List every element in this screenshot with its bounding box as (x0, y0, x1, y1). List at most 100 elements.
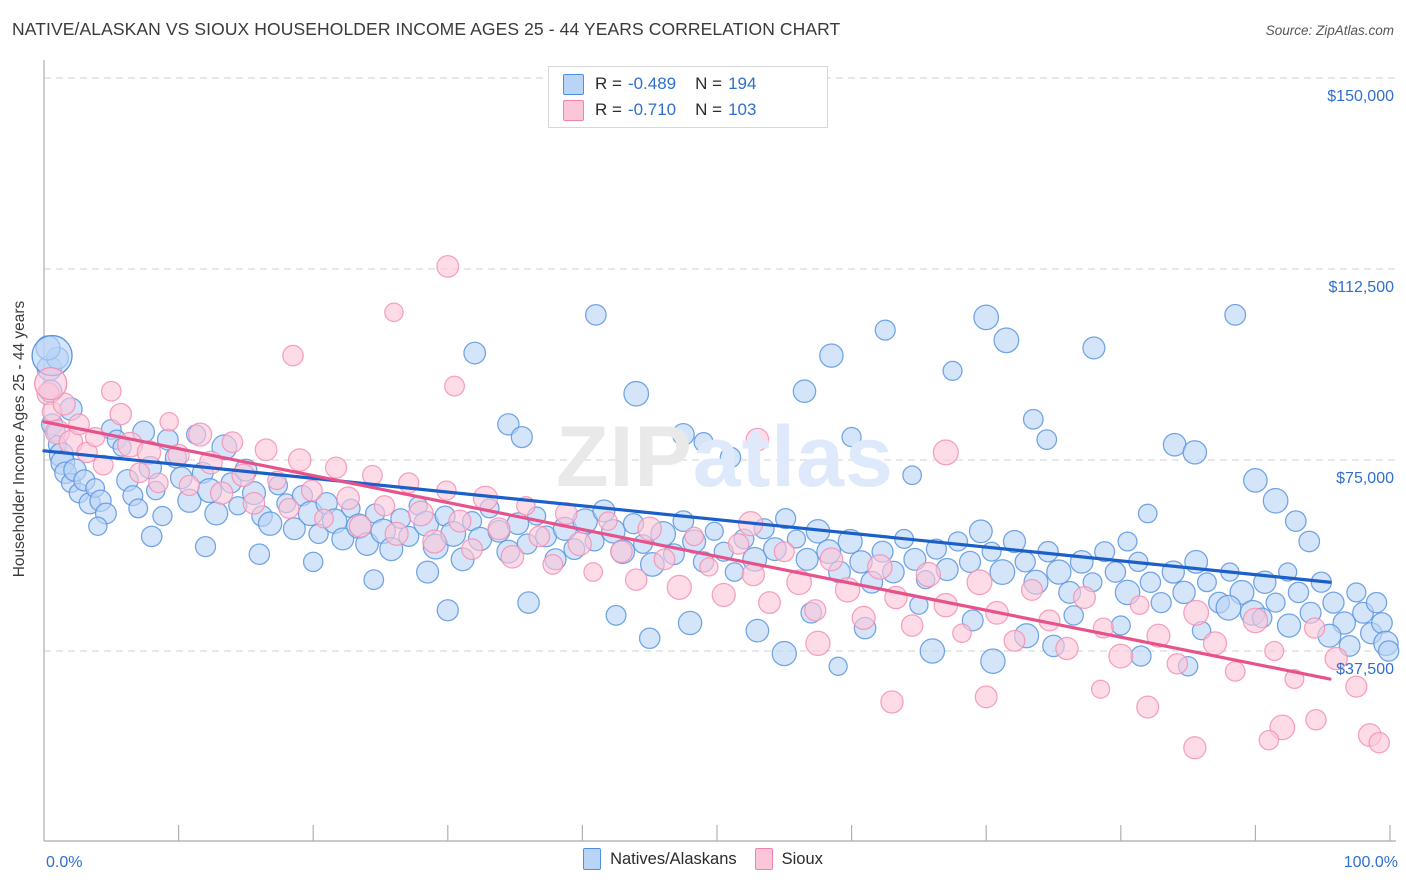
y-tick-label-150000: $150,000 (1327, 88, 1394, 105)
data-point (287, 448, 312, 472)
data-point (100, 380, 122, 402)
data-point (128, 498, 149, 519)
data-point (623, 380, 650, 407)
data-point (1276, 613, 1302, 638)
data-point (1303, 617, 1326, 639)
legend-n-value-1: 194 (728, 74, 757, 93)
legend-row-natives: R = -0.489 N = 194 (563, 71, 756, 97)
data-point (416, 560, 440, 584)
data-point (221, 431, 244, 454)
data-point (1166, 652, 1189, 675)
data-point (786, 529, 807, 549)
data-point (336, 486, 360, 510)
data-point (348, 514, 372, 538)
data-point (1108, 643, 1134, 669)
data-point (1183, 599, 1210, 626)
legend-r-static-2: R = (595, 100, 622, 119)
legend-r-static-1: R = (595, 74, 622, 93)
y-tick-label-75000: $75,000 (1336, 470, 1394, 487)
data-point (1002, 529, 1027, 554)
data-point (966, 569, 993, 596)
data-point (1003, 629, 1026, 652)
data-point (819, 343, 844, 368)
data-point (257, 511, 283, 536)
data-point (775, 507, 797, 530)
data-point (204, 501, 229, 526)
data-point (805, 630, 831, 657)
data-point (666, 574, 692, 600)
y-tick-label-112500: $112,500 (1328, 279, 1394, 296)
data-point (487, 517, 511, 541)
data-point (448, 509, 472, 533)
data-point (140, 525, 163, 548)
data-point (1262, 487, 1289, 514)
series-legend-item-natives[interactable]: Natives/Alaskans (583, 848, 737, 870)
data-point (384, 302, 404, 323)
data-point (900, 614, 924, 637)
series-legend: Natives/Alaskans Sioux (0, 848, 1406, 870)
x-tick-label-min: 0.0% (46, 854, 83, 871)
data-point (88, 516, 108, 536)
data-point (422, 529, 447, 554)
data-point (461, 538, 483, 561)
x-tick-label-max: 100.0% (1343, 854, 1398, 871)
data-point (795, 547, 819, 571)
legend-n-value-2: 103 (728, 100, 757, 119)
data-point (758, 591, 781, 615)
data-point (254, 438, 278, 462)
data-point (248, 543, 271, 566)
series-legend-label-natives: Natives/Alaskans (610, 849, 737, 868)
data-point (638, 627, 661, 650)
data-point (867, 554, 893, 580)
data-point (711, 582, 736, 608)
data-point (598, 511, 618, 531)
data-point (947, 531, 969, 552)
data-point (1224, 660, 1246, 682)
data-point (129, 462, 151, 484)
data-point (194, 535, 217, 558)
data-point (324, 456, 348, 479)
data-point (932, 439, 959, 466)
correlation-legend: R = -0.489 N = 194 R = -0.710 N = 103 (548, 66, 828, 128)
data-point (528, 525, 551, 548)
data-point (724, 562, 745, 582)
series-legend-label-sioux: Sioux (781, 849, 823, 868)
page-title: NATIVE/ALASKAN VS SIOUX HOUSEHOLDER INCO… (12, 19, 841, 39)
data-point (373, 495, 396, 517)
data-point (1322, 591, 1345, 614)
series-legend-item-sioux[interactable]: Sioux (754, 848, 823, 870)
data-point (792, 379, 817, 404)
data-point (1063, 605, 1084, 626)
data-point (719, 446, 742, 469)
data-point-large (34, 366, 68, 401)
data-point (1094, 541, 1116, 563)
data-point (1265, 592, 1286, 613)
data-point (1146, 623, 1171, 648)
data-point (677, 610, 703, 636)
legend-n-static-2: N = (695, 100, 723, 119)
data-point (693, 432, 714, 453)
data-point (1117, 531, 1138, 552)
data-point (500, 544, 525, 569)
legend-n-static-1: N = (695, 74, 723, 93)
data-point (1162, 432, 1187, 457)
data-point (242, 491, 266, 515)
data-point (1072, 585, 1097, 610)
data-point (1243, 468, 1268, 493)
data-point (363, 569, 385, 591)
data-point (188, 422, 213, 447)
data-point (1036, 429, 1058, 451)
data-point (1182, 440, 1208, 465)
series-swatch-sioux-icon (754, 848, 773, 870)
data-point (282, 344, 304, 367)
trendline-natives-alaskans (42, 449, 1332, 584)
data-point (771, 640, 797, 667)
data-point (1139, 571, 1162, 594)
data-point (1365, 591, 1388, 614)
data-point (1137, 503, 1158, 524)
data-point (786, 569, 812, 596)
data-point (463, 341, 487, 365)
data-point (880, 690, 904, 714)
data-point (109, 402, 133, 426)
